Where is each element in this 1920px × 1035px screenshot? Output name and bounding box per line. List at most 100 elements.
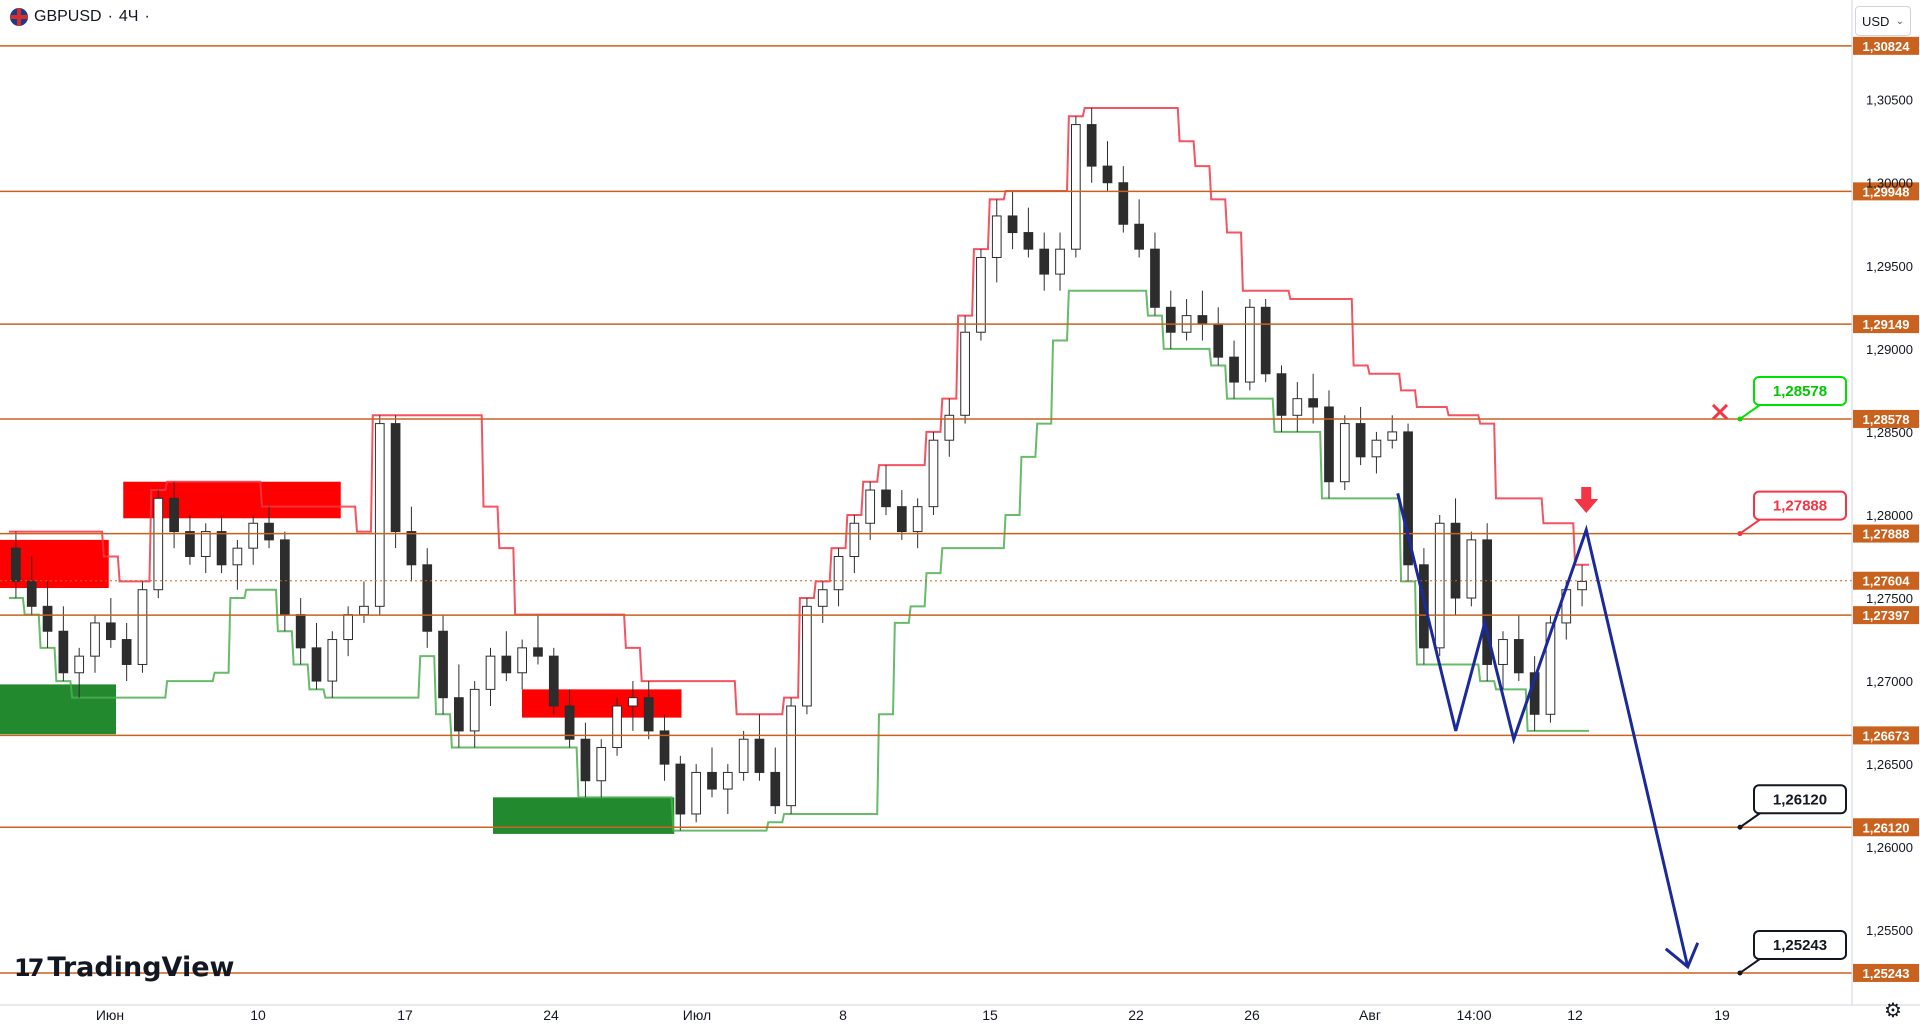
candle-body[interactable] bbox=[153, 497, 164, 591]
candle-body[interactable] bbox=[1039, 248, 1050, 275]
candle-body[interactable] bbox=[1498, 639, 1508, 665]
candle-body[interactable] bbox=[264, 522, 274, 541]
candle-body[interactable] bbox=[90, 622, 100, 657]
candle-body[interactable] bbox=[881, 489, 891, 508]
candle-body[interactable] bbox=[137, 589, 148, 665]
candle-body[interactable] bbox=[359, 605, 369, 616]
interval-label[interactable]: 4Ч bbox=[118, 8, 139, 25]
symbol-header[interactable]: GBPUSD · 4Ч · bbox=[10, 8, 150, 26]
candle-body[interactable] bbox=[738, 738, 749, 773]
candle-body[interactable] bbox=[849, 522, 860, 557]
candle-body[interactable] bbox=[691, 771, 702, 815]
candle-body[interactable] bbox=[390, 423, 401, 533]
candle-body[interactable] bbox=[185, 531, 195, 557]
candle-body[interactable] bbox=[1070, 124, 1081, 250]
candle-body[interactable] bbox=[121, 639, 132, 665]
candle-body[interactable] bbox=[1055, 248, 1065, 275]
candle-body[interactable] bbox=[105, 622, 116, 641]
candle-body[interactable] bbox=[74, 655, 85, 674]
candle-body[interactable] bbox=[1545, 622, 1556, 715]
candle-body[interactable] bbox=[960, 331, 970, 416]
candle-body[interactable] bbox=[169, 497, 179, 533]
candle-body[interactable] bbox=[1007, 215, 1018, 234]
candle-body[interactable] bbox=[279, 539, 290, 616]
candle-body[interactable] bbox=[1023, 232, 1034, 250]
candle-body[interactable] bbox=[533, 647, 543, 657]
candle-body[interactable] bbox=[770, 771, 781, 807]
candle-body[interactable] bbox=[612, 705, 622, 749]
candle-body[interactable] bbox=[485, 655, 496, 690]
candle-body[interactable] bbox=[1292, 398, 1303, 416]
candle-body[interactable] bbox=[232, 547, 243, 566]
candle-body[interactable] bbox=[454, 697, 464, 732]
candle-body[interactable] bbox=[58, 630, 69, 674]
candle-body[interactable] bbox=[896, 506, 907, 533]
candle-body[interactable] bbox=[327, 639, 338, 682]
candle-body[interactable] bbox=[675, 763, 686, 815]
candle-body[interactable] bbox=[438, 630, 448, 699]
candle-body[interactable] bbox=[580, 738, 591, 782]
candle-body[interactable] bbox=[833, 555, 844, 591]
candle-body[interactable] bbox=[1197, 315, 1208, 325]
currency-dropdown[interactable]: USD ⌄ bbox=[1855, 6, 1911, 36]
candle-body[interactable] bbox=[643, 697, 654, 732]
candle-body[interactable] bbox=[564, 705, 575, 740]
candle-body[interactable] bbox=[1308, 398, 1319, 408]
candle-body[interactable] bbox=[817, 589, 828, 607]
candle-body[interactable] bbox=[944, 414, 955, 441]
candle-body[interactable] bbox=[469, 688, 480, 732]
candle-body[interactable] bbox=[976, 256, 986, 333]
callout-box[interactable] bbox=[1753, 784, 1847, 815]
candle-body[interactable] bbox=[1324, 406, 1334, 483]
callout-box[interactable] bbox=[1753, 375, 1847, 406]
candle-body[interactable] bbox=[343, 614, 353, 641]
gear-icon[interactable]: ⚙ bbox=[1884, 1000, 1902, 1022]
candle-body[interactable] bbox=[1577, 580, 1587, 591]
tradingview-logo[interactable]: 17 TradingView bbox=[14, 952, 234, 983]
candle-body[interactable] bbox=[295, 614, 306, 649]
candle-body[interactable] bbox=[1245, 306, 1255, 383]
candle-body[interactable] bbox=[1102, 165, 1113, 184]
candle-body[interactable] bbox=[1118, 182, 1129, 225]
candle-body[interactable] bbox=[1339, 423, 1350, 483]
candle-body[interactable] bbox=[216, 531, 227, 566]
projection-path[interactable] bbox=[1396, 493, 1690, 968]
candle-body[interactable] bbox=[1482, 539, 1493, 665]
candle-body[interactable] bbox=[26, 580, 37, 607]
candle-body[interactable] bbox=[754, 738, 765, 773]
candle-body[interactable] bbox=[707, 771, 717, 790]
candle-body[interactable] bbox=[1387, 431, 1398, 441]
candle-body[interactable] bbox=[722, 771, 733, 790]
candle-body[interactable] bbox=[786, 705, 796, 807]
candle-body[interactable] bbox=[659, 730, 670, 765]
price-axis[interactable]: 1,30824 1,29948 1,29149 1,28578 1,27888 1,273… bbox=[1851, 0, 1919, 1005]
candle-body[interactable] bbox=[596, 747, 607, 782]
candle-body[interactable] bbox=[1134, 223, 1144, 250]
candle-body[interactable] bbox=[1229, 356, 1239, 383]
candle-body[interactable] bbox=[422, 564, 433, 632]
candle-body[interactable] bbox=[928, 439, 939, 508]
candle-body[interactable] bbox=[406, 531, 417, 566]
callout-box[interactable] bbox=[1753, 929, 1847, 960]
candle-body[interactable] bbox=[11, 547, 21, 582]
candle-body[interactable] bbox=[1165, 306, 1176, 333]
candle-body[interactable] bbox=[1355, 423, 1366, 458]
candle-body[interactable] bbox=[1260, 306, 1271, 375]
candle-body[interactable] bbox=[1403, 431, 1413, 566]
candle-body[interactable] bbox=[1513, 639, 1524, 674]
candle-body[interactable] bbox=[802, 605, 812, 707]
candle-body[interactable] bbox=[311, 647, 322, 682]
candle-body[interactable] bbox=[501, 655, 512, 674]
candle-body[interactable] bbox=[1213, 323, 1224, 358]
candle-body[interactable] bbox=[1371, 439, 1382, 458]
candle-body[interactable] bbox=[200, 531, 211, 557]
candle-body[interactable] bbox=[548, 655, 559, 707]
candle-body[interactable] bbox=[1086, 124, 1097, 167]
candle-body[interactable] bbox=[628, 697, 638, 707]
candle-body[interactable] bbox=[1434, 522, 1445, 649]
candle-body[interactable] bbox=[1276, 373, 1287, 416]
time-axis[interactable]: Июн 10 17 24 Июл 8 15 22 26 Авг 14:00 12 19 bbox=[0, 1004, 1920, 1023]
candle-body[interactable] bbox=[912, 506, 923, 533]
candle-body[interactable] bbox=[865, 489, 876, 524]
